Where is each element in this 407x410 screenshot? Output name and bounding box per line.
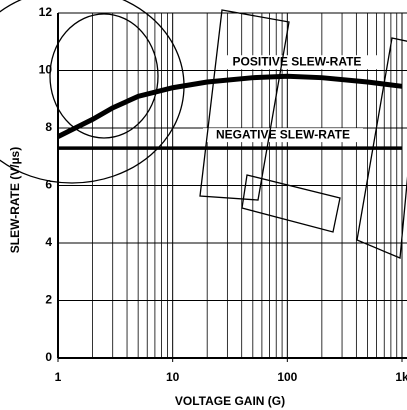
y-tick-label: 10 <box>39 63 53 77</box>
label-background <box>203 128 363 143</box>
circle-annotation <box>0 0 185 184</box>
y-tick-label: 4 <box>45 235 52 249</box>
annotations <box>0 0 407 259</box>
box-annotation <box>241 174 341 233</box>
y-tick-label: 0 <box>45 350 52 364</box>
grid <box>57 12 407 362</box>
x-axis-label: VOLTAGE GAIN (G) <box>175 394 285 408</box>
x-tick-label: 1k <box>395 370 407 384</box>
y-tick-label: 2 <box>45 293 52 307</box>
x-tick-label: 1 <box>55 370 62 384</box>
x-tick-label: 100 <box>277 370 297 384</box>
y-tick-label: 8 <box>45 120 52 134</box>
y-tick-label: 6 <box>45 178 52 192</box>
label-background <box>217 55 377 70</box>
y-tick-label: 12 <box>39 5 53 19</box>
series-label: NEGATIVE SLEW-RATE <box>216 127 350 141</box>
box-annotation <box>356 37 407 259</box>
y-axis-label: SLEW-RATE (V/µs) <box>8 147 22 253</box>
plot: POSITIVE SLEW-RATE NEGATIVE SLEW-RATE <box>56 54 403 150</box>
series-label: POSITIVE SLEW-RATE <box>233 54 362 68</box>
box-annotation <box>199 9 290 201</box>
circle-annotation <box>49 13 159 139</box>
series-line <box>56 73 403 139</box>
x-tick-label: 10 <box>166 370 180 384</box>
